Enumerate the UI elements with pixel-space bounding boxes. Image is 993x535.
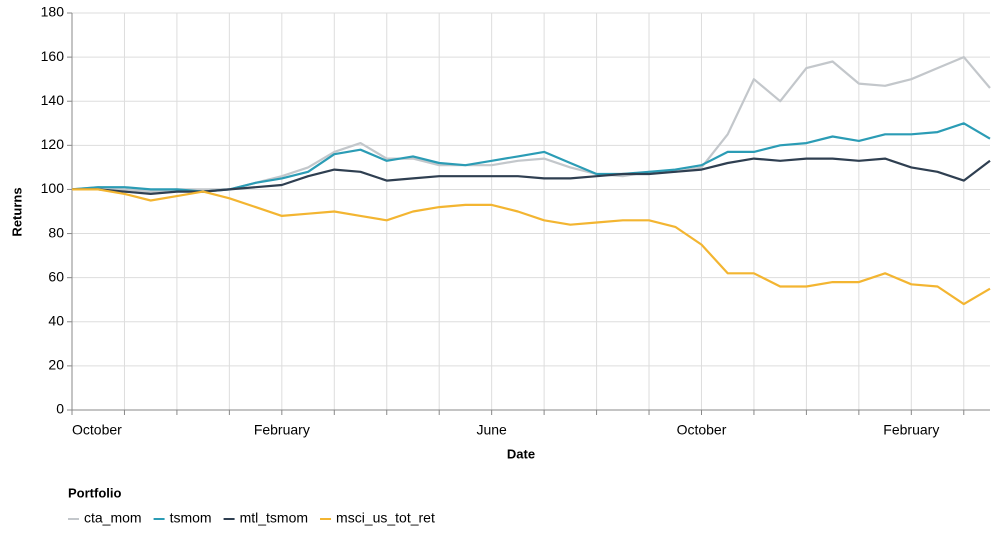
legend-label: mtl_tsmom — [240, 510, 308, 526]
series-line — [71, 122, 991, 193]
series-line — [71, 56, 991, 193]
legend-label: tsmom — [170, 510, 212, 526]
y-tick-label: 140 — [41, 92, 65, 108]
y-tick-label: 20 — [48, 357, 64, 373]
legend-title: Portfolio — [68, 485, 121, 500]
legend-label: msci_us_tot_ret — [336, 510, 435, 526]
series-line — [72, 188, 991, 306]
y-tick-label: 0 — [56, 401, 64, 417]
y-axis-label: Returns — [9, 187, 24, 236]
y-tick-label: 160 — [41, 48, 65, 64]
y-tick-label: 80 — [48, 224, 64, 240]
x-tick-label: February — [883, 422, 939, 438]
x-tick-label: October — [677, 422, 727, 438]
y-tick-label: 180 — [41, 4, 65, 20]
y-tick-label: 100 — [41, 180, 65, 196]
legend-label: cta_mom — [84, 510, 142, 526]
y-tick-label: 120 — [41, 136, 65, 152]
x-tick-label: June — [476, 422, 507, 438]
x-axis-label: Date — [507, 446, 535, 461]
x-tick-label: October — [72, 422, 122, 438]
x-tick-label: February — [254, 422, 310, 438]
y-tick-label: 60 — [48, 268, 64, 284]
y-tick-label: 40 — [48, 312, 64, 328]
series-line — [72, 157, 991, 195]
